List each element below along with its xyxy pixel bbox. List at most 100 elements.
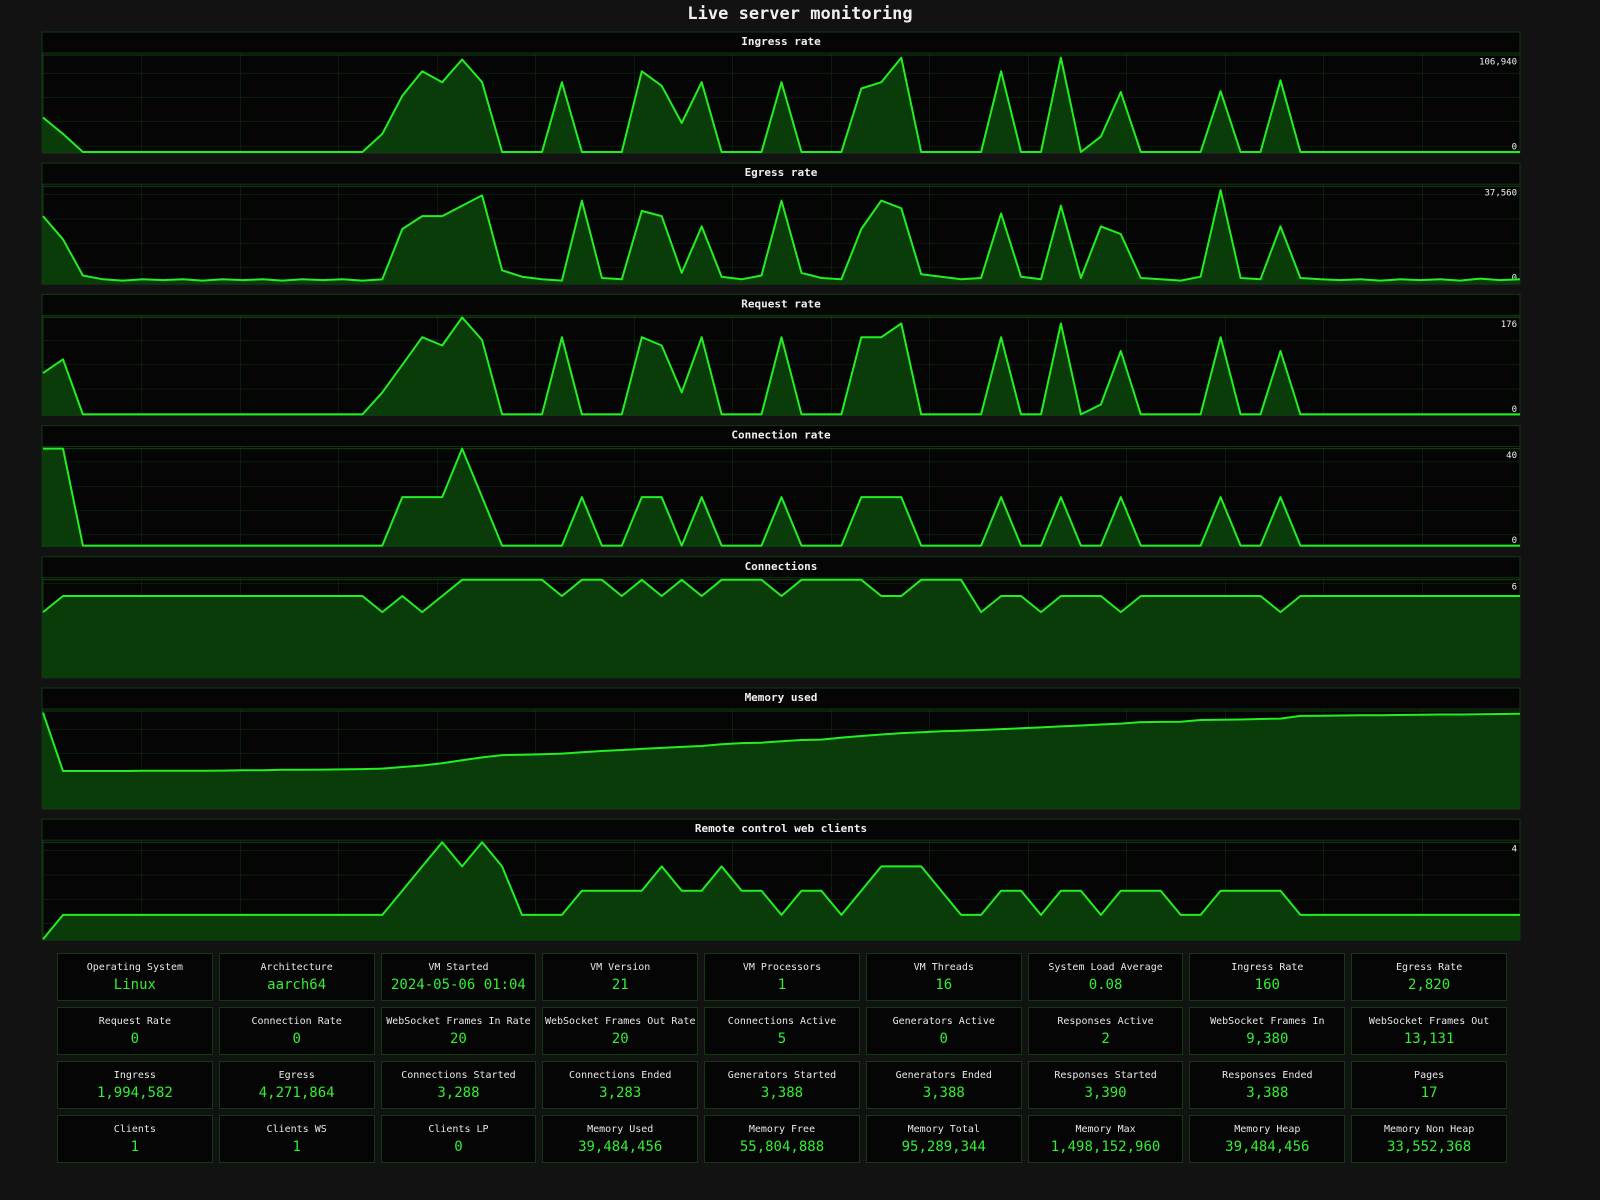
stat-card: Egress 4,271,864 — [218, 1061, 375, 1109]
stat-value: 13,131 — [1403, 1030, 1455, 1047]
stat-value: 33,552,368 — [1386, 1138, 1472, 1155]
line — [42, 578, 1520, 614]
stat-label: VM Threads — [913, 961, 974, 973]
stat-value: 3,288 — [437, 1084, 480, 1101]
stat-card: Memory Heap 39,484,456 — [1189, 1115, 1346, 1163]
stat-label: Generators Started — [727, 1069, 837, 1081]
stat-label: Connections Active — [727, 1015, 837, 1027]
stat-value: aarch64 — [267, 976, 327, 993]
stat-card: Memory Max 1,498,152,960 — [1027, 1115, 1184, 1163]
stat-value: 1 — [130, 1138, 140, 1155]
stat-value: 3,388 — [1246, 1084, 1289, 1101]
stat-card: Request Rate 0 — [57, 1007, 213, 1055]
page-title: Live server monitoring — [687, 4, 912, 24]
chart-title: Remote control web clients — [695, 822, 867, 835]
stat-label: VM Processors — [742, 961, 822, 973]
stat-card: Connection Rate 0 — [218, 1007, 375, 1055]
stat-card: Operating System Linux — [57, 953, 213, 1001]
stat-value: 1,994,582 — [96, 1084, 173, 1101]
stat-card: Clients WS 1 — [218, 1115, 375, 1163]
area — [43, 448, 1520, 546]
stat-label: Clients — [113, 1123, 156, 1135]
stat-label: Request Rate — [98, 1015, 171, 1027]
stat-value: 1 — [292, 1138, 301, 1155]
stat-value: 17 — [1420, 1084, 1438, 1101]
stat-label: Egress — [278, 1069, 315, 1081]
stat-card: System Load Average 0.08 — [1027, 953, 1184, 1001]
y-tick-label: 106,940 — [1479, 58, 1517, 68]
stat-label: Memory Non Heap — [1383, 1123, 1475, 1135]
stat-value: 1 — [777, 976, 787, 993]
stat-value: 21 — [611, 976, 629, 993]
stat-value: 95,289,344 — [901, 1138, 986, 1155]
stat-card: Clients LP 0 — [380, 1115, 537, 1163]
stat-value: 2024-05-06 01:04 — [391, 976, 526, 993]
stat-label: Operating System — [86, 961, 184, 973]
stat-label: Architecture — [260, 961, 333, 973]
stat-label: Memory Heap — [1234, 1123, 1301, 1135]
line — [42, 316, 1520, 416]
y-tick-label: 37,560 — [1484, 189, 1517, 199]
stats-grid: Operating System Linux Architecture aarch64… — [57, 953, 1507, 1163]
stat-card: WebSocket Frames Out 13,131 — [1351, 1007, 1507, 1055]
stat-value: 3,388 — [922, 1084, 965, 1101]
area — [43, 712, 1520, 808]
stat-card: Ingress Rate 160 — [1189, 953, 1346, 1001]
stat-card: VM Processors 1 — [704, 953, 860, 1001]
stat-label: VM Started — [428, 961, 489, 973]
y-tick-label: 40 — [1506, 451, 1517, 461]
stat-value: 2,820 — [1408, 976, 1451, 993]
stat-card: Responses Active 2 — [1027, 1007, 1184, 1055]
stat-label: Generators Ended — [895, 1069, 992, 1081]
area — [43, 842, 1520, 940]
stat-label: System Load Average — [1048, 961, 1163, 973]
stat-card: Egress Rate 2,820 — [1351, 953, 1507, 1001]
stat-card: Responses Started 3,390 — [1027, 1061, 1184, 1109]
stat-value: 2 — [1101, 1030, 1110, 1047]
stat-card: WebSocket Frames Out Rate 20 — [542, 1007, 699, 1055]
stat-label: WebSocket Frames In — [1210, 1015, 1325, 1027]
y-tick-label: 6 — [1512, 582, 1517, 592]
line — [42, 712, 1521, 772]
chart-title: Ingress rate — [741, 35, 821, 48]
stat-card: Memory Non Heap 33,552,368 — [1351, 1115, 1507, 1163]
stat-label: VM Version — [590, 961, 651, 973]
stat-card: Architecture aarch64 — [218, 953, 375, 1001]
stat-card: VM Version 21 — [542, 953, 699, 1001]
stat-value: 0 — [939, 1030, 948, 1047]
stat-card: Ingress 1,994,582 — [57, 1061, 213, 1109]
stat-card: Generators Active 0 — [865, 1007, 1022, 1055]
stat-card: Memory Free 55,804,888 — [704, 1115, 860, 1163]
stat-label: Responses Active — [1057, 1015, 1154, 1027]
stat-label: Memory Max — [1075, 1123, 1136, 1135]
stat-card: Generators Ended 3,388 — [865, 1061, 1022, 1109]
stat-label: Ingress Rate — [1231, 961, 1304, 973]
stat-value: 3,283 — [599, 1084, 642, 1101]
stat-label: Generators Active — [892, 1015, 995, 1027]
stat-card: Responses Ended 3,388 — [1189, 1061, 1346, 1109]
chart-title: Request rate — [741, 297, 821, 310]
stat-value: 5 — [777, 1030, 787, 1047]
stat-card: Memory Used 39,484,456 — [542, 1115, 699, 1163]
stat-value: 4,271,864 — [258, 1084, 335, 1101]
stat-value: 16 — [935, 976, 953, 993]
stat-card: VM Threads 16 — [865, 953, 1022, 1001]
chart-title: Connection rate — [731, 429, 831, 442]
y-tick-label: 176 — [1501, 320, 1517, 330]
stat-value: 39,484,456 — [1225, 1138, 1310, 1155]
area — [43, 317, 1520, 415]
stat-card: Memory Total 95,289,344 — [865, 1115, 1022, 1163]
stat-card: Connections Started 3,288 — [380, 1061, 537, 1109]
stat-label: Connections Ended — [569, 1069, 672, 1081]
chart-title: Connections — [745, 560, 818, 573]
stat-label: Connection Rate — [251, 1015, 342, 1027]
stat-card: Clients 1 — [57, 1115, 213, 1163]
stat-label: Clients LP — [428, 1123, 489, 1135]
stat-card: Connections Active 5 — [704, 1007, 860, 1055]
stat-value: 55,804,888 — [739, 1138, 825, 1155]
stat-card: WebSocket Frames In 9,380 — [1189, 1007, 1346, 1055]
stat-label: Responses Started — [1054, 1069, 1157, 1081]
area — [43, 57, 1520, 153]
y-tick-label: 0 — [1512, 143, 1517, 153]
stat-value: 0 — [130, 1030, 140, 1047]
